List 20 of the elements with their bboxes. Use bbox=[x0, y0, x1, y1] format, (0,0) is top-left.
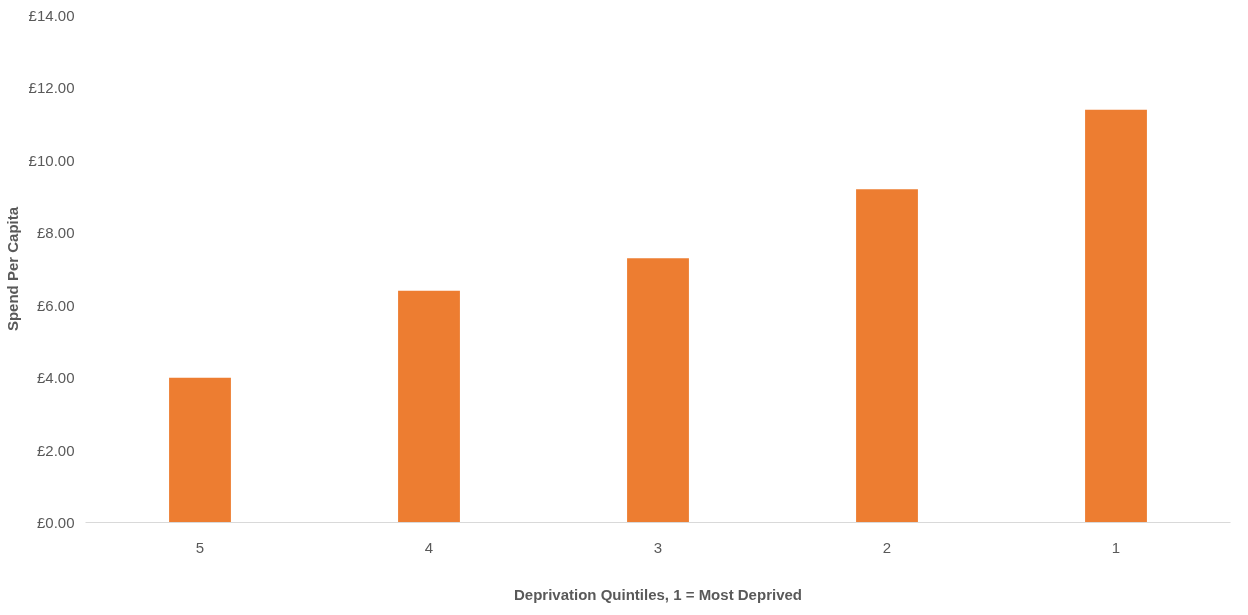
bar bbox=[856, 189, 918, 523]
y-tick-label: £12.00 bbox=[28, 79, 75, 97]
y-tick-label: £14.00 bbox=[28, 7, 75, 24]
y-tick-label: £4.00 bbox=[36, 369, 75, 387]
x-axis-title: Deprivation Quintiles, 1 = Most Deprived bbox=[514, 585, 802, 603]
x-tick-label: 1 bbox=[1111, 538, 1121, 556]
x-tick-label: 2 bbox=[882, 538, 892, 556]
x-tick-label: 4 bbox=[424, 538, 434, 556]
x-tick-label: 5 bbox=[195, 538, 205, 556]
y-tick-label: £8.00 bbox=[36, 224, 75, 242]
bar bbox=[1085, 109, 1147, 523]
y-tick-label: £6.00 bbox=[36, 296, 75, 314]
y-axis-title: Spend Per Capita bbox=[3, 206, 21, 332]
x-tick-label: 3 bbox=[653, 538, 663, 556]
bar bbox=[398, 290, 460, 523]
y-tick-label: £2.00 bbox=[36, 441, 75, 459]
y-tick-label: £10.00 bbox=[28, 151, 75, 169]
bar bbox=[169, 377, 231, 523]
y-tick-label: £0.00 bbox=[36, 514, 75, 531]
bar bbox=[627, 258, 689, 523]
